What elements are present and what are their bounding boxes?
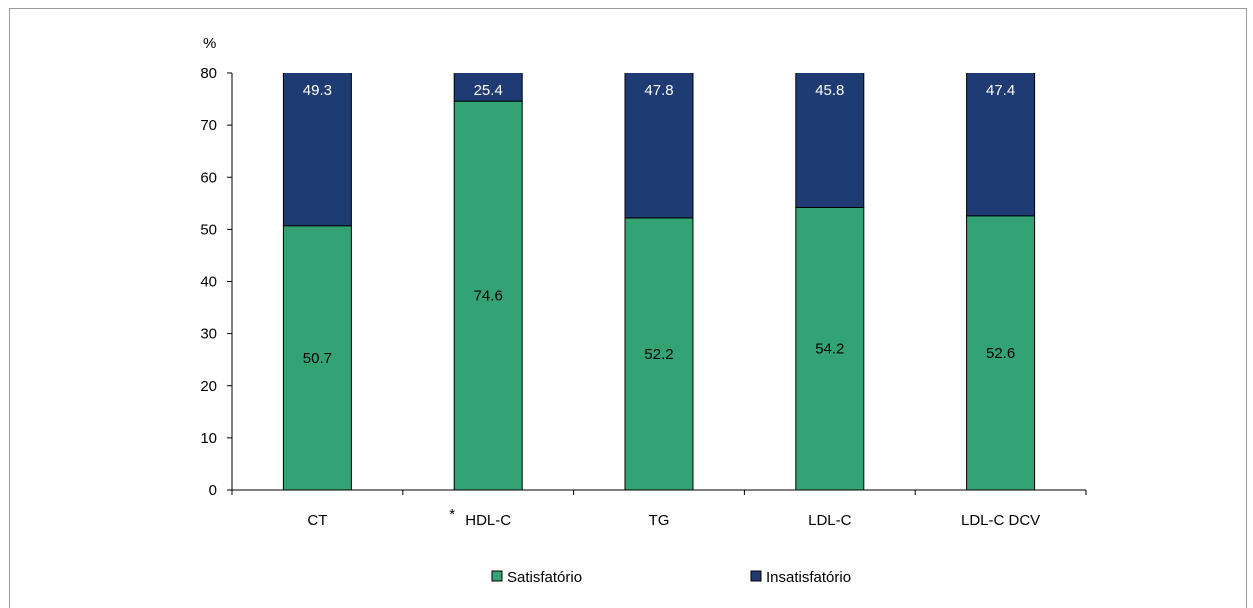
legend-label: Satisfatório [507,569,582,586]
bar-segment-satisfatorio [282,225,352,491]
y-tick-label: 10 [200,430,217,447]
data-label-satisfatorio: 50.7 [303,350,332,367]
data-label-satisfatorio: 74.6 [474,288,503,305]
category-label: CT [307,512,327,529]
legend-swatch [750,570,762,582]
y-tick-label: 80 [200,65,217,82]
bar-segment-satisfatorio [966,215,1036,491]
bar-segment-insatisfatorio [795,73,865,208]
data-label-satisfatorio: 52.2 [644,346,673,363]
y-axis-unit-label: % [203,35,216,52]
category-label: TG [649,512,670,529]
chart-frame [9,8,1247,608]
y-axis: 0 10 20 30 40 50 60 70 80 [200,65,233,499]
bar-segment-satisfatorio [624,217,694,491]
y-tick-label: 30 [200,326,217,343]
category-marker: * [449,506,455,523]
data-label-insatisfatorio: 47.4 [986,82,1015,99]
data-label-insatisfatorio: 47.8 [644,82,673,99]
y-tick-label: 0 [209,482,217,499]
data-label-insatisfatorio: 45.8 [815,82,844,99]
legend-label: Insatisfatório [766,569,851,586]
category-label: HDL-C [465,512,511,529]
bar-segment-insatisfatorio [453,73,523,102]
bar-segment-insatisfatorio [624,73,694,219]
bar-segment-satisfatorio [795,206,865,491]
category-label: LDL-C [808,512,852,529]
y-tick-label: 70 [200,117,217,134]
bars-group [282,73,1036,491]
legend: Satisfatório Insatisfatório [491,569,851,586]
data-label-insatisfatorio: 25.4 [474,82,503,99]
y-tick-label: 20 [200,378,217,395]
x-axis: CT HDL-C * TG LDL-C LDL-C DCV [231,489,1087,529]
y-tick-label: 50 [200,221,217,238]
data-label-satisfatorio: 52.6 [986,345,1015,362]
category-label: LDL-C DCV [961,512,1040,529]
data-label-insatisfatorio: 49.3 [303,82,332,99]
bar-segment-satisfatorio [453,100,523,491]
bar-segment-insatisfatorio [966,73,1036,217]
y-tick-label: 40 [200,274,217,291]
data-labels-group: 50.7 49.3 74.6 25.4 52.2 47.8 54.2 45.8 52.6 47.4 [303,82,1015,367]
legend-swatch [491,570,503,582]
y-tick-label: 60 [200,169,217,186]
data-label-satisfatorio: 54.2 [815,341,844,358]
bar-segment-insatisfatorio [282,73,352,227]
